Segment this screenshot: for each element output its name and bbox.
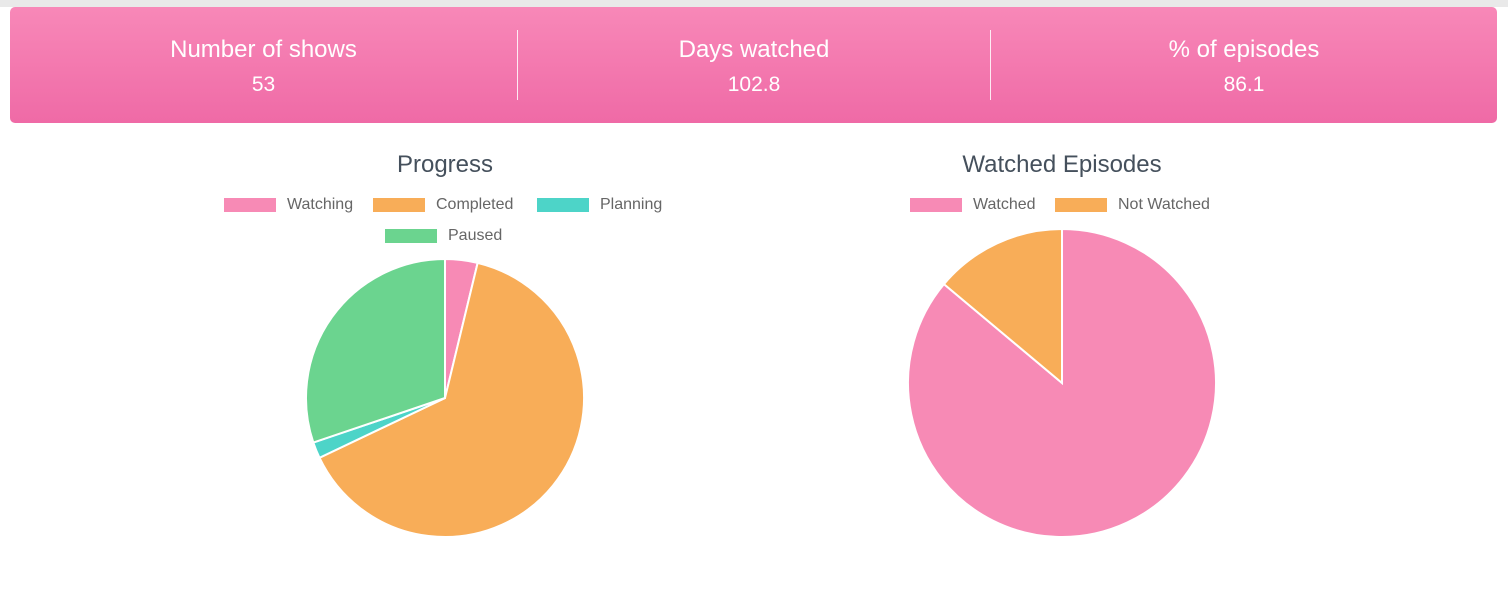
stat-label: % of episodes [1168, 36, 1320, 63]
legend-label: Not Watched [1118, 196, 1210, 213]
stat-label: Days watched [678, 36, 830, 63]
stat-divider [517, 30, 518, 100]
legend-swatch [910, 198, 962, 212]
legend-swatch [1055, 198, 1107, 212]
progress-chart-title: Progress [396, 151, 494, 178]
legend-swatch [224, 198, 276, 212]
pie-slice-not-watched[interactable] [942, 227, 1063, 386]
stats-banner: Number of shows 53 Days watched 102.8 % … [10, 7, 1497, 123]
progress-pie [305, 257, 585, 538]
legend-label: Paused [448, 227, 503, 244]
legend-swatch [385, 229, 437, 243]
stat-divider [990, 30, 991, 100]
legend-swatch [537, 198, 589, 212]
stat-label: Number of shows [170, 36, 357, 63]
legend-label: Planning [600, 196, 663, 213]
watched-episodes-chart-title: Watched Episodes [962, 151, 1162, 178]
stat-number-of-shows: Number of shows 53 [10, 7, 517, 123]
stat-value: 102.8 [727, 73, 781, 96]
stat-days-watched: Days watched 102.8 [518, 7, 990, 123]
pie-slice-paused[interactable] [305, 257, 446, 444]
stat-value: 86.1 [1223, 73, 1265, 96]
legend-label: Watching [287, 196, 354, 213]
legend-label: Watched [973, 196, 1036, 213]
legend-swatch [373, 198, 425, 212]
top-strip [0, 0, 1508, 7]
legend-label: Completed [436, 196, 514, 213]
stat-percent-episodes: % of episodes 86.1 [991, 7, 1497, 123]
pie-slice-completed[interactable] [318, 261, 585, 538]
stat-value: 53 [251, 73, 276, 96]
watched-episodes-pie [907, 227, 1217, 538]
